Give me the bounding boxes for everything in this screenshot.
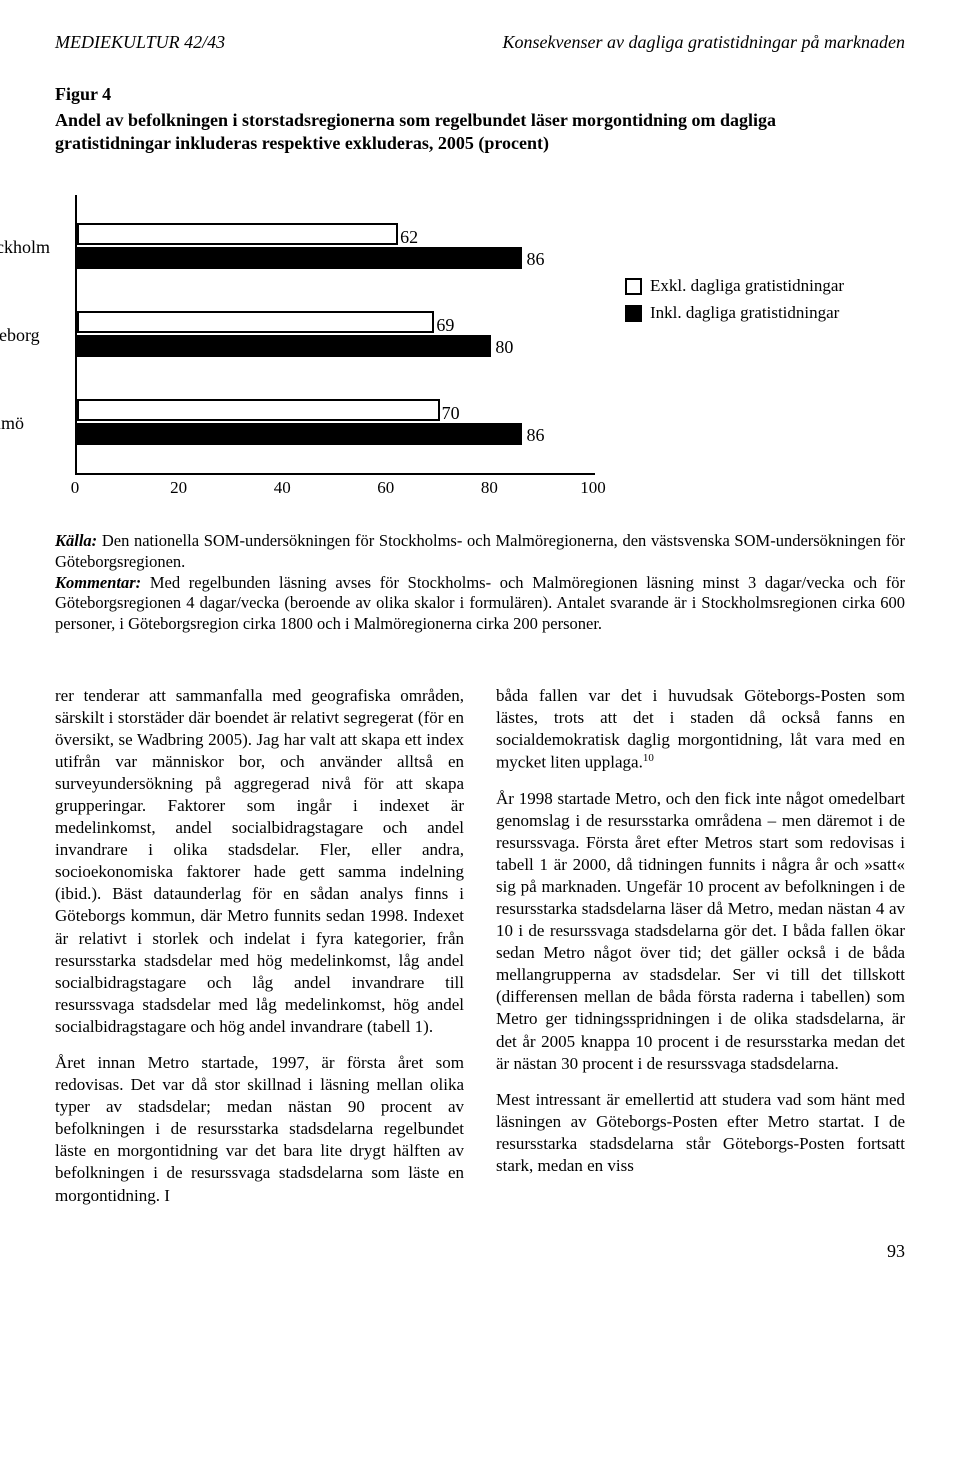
kalla-text: Den nationella SOM-undersökningen för St… xyxy=(55,531,905,571)
bar-chart: Stockholm6286Göteborg6980Malmö7086 02040… xyxy=(75,195,595,497)
bar-group: Stockholm6286 xyxy=(77,213,595,283)
x-tick-label: 80 xyxy=(481,477,498,500)
bar-exkl: 62 xyxy=(77,223,398,245)
x-tick-label: 0 xyxy=(71,477,80,500)
legend-swatch-solid xyxy=(625,305,642,322)
column-right: båda fallen var det i huvudsak Göteborgs… xyxy=(496,685,905,1221)
body-columns: rer tenderar att sammanfalla med geograf… xyxy=(55,685,905,1221)
body-paragraph: rer tenderar att sammanfalla med geograf… xyxy=(55,685,464,1039)
legend-swatch-hollow xyxy=(625,278,642,295)
bar-value-label: 86 xyxy=(526,423,554,447)
bar-value-label: 80 xyxy=(495,335,523,359)
body-paragraph: Mest intressant är emellertid att studer… xyxy=(496,1089,905,1177)
x-axis-ticks: 020406080100 xyxy=(75,475,595,497)
running-head: MEDIEKULTUR 42/43 Konsekvenser av daglig… xyxy=(55,30,905,54)
bar-value-label: 70 xyxy=(442,401,470,425)
bar-group: Malmö7086 xyxy=(77,389,595,459)
legend-label-inkl: Inkl. dagliga gratistidningar xyxy=(650,302,839,325)
legend-label-exkl: Exkl. dagliga gratistidningar xyxy=(650,275,844,298)
body-paragraph: År 1998 startade Metro, och den fick int… xyxy=(496,788,905,1075)
column-left: rer tenderar att sammanfalla med geograf… xyxy=(55,685,464,1221)
bar-inkl: 86 xyxy=(77,423,522,445)
footnote-marker: 10 xyxy=(643,752,654,764)
legend-item-exkl: Exkl. dagliga gratistidningar xyxy=(625,275,844,298)
source-note: Källa: Den nationella SOM-undersökningen… xyxy=(55,531,905,634)
running-head-left: MEDIEKULTUR 42/43 xyxy=(55,30,225,54)
category-label: Göteborg xyxy=(0,323,67,347)
x-tick-label: 100 xyxy=(580,477,606,500)
figure-label: Figur 4 xyxy=(55,82,905,106)
body-paragraph: Året innan Metro startade, 1997, är förs… xyxy=(55,1052,464,1207)
x-tick-label: 20 xyxy=(170,477,187,500)
kommentar-text: Med regelbunden läsning avses för Stockh… xyxy=(55,573,905,633)
x-tick-label: 40 xyxy=(274,477,291,500)
kommentar-lead: Kommentar: xyxy=(55,573,141,592)
bar-inkl: 86 xyxy=(77,247,522,269)
legend: Exkl. dagliga gratistidningar Inkl. dagl… xyxy=(625,275,844,329)
figure-caption: Andel av befolkningen i storstadsregione… xyxy=(55,109,875,156)
legend-item-inkl: Inkl. dagliga gratistidningar xyxy=(625,302,844,325)
bar-inkl: 80 xyxy=(77,335,491,357)
bar-group: Göteborg6980 xyxy=(77,301,595,371)
category-label: Stockholm xyxy=(0,235,67,259)
plot-area: Stockholm6286 Göteborg6980 Malmö7086 xyxy=(75,195,595,475)
kalla-lead: Källa: xyxy=(55,531,97,550)
body-paragraph: båda fallen var det i huvudsak Göteborgs… xyxy=(496,685,905,774)
bar-exkl: 70 xyxy=(77,399,440,421)
page-number: 93 xyxy=(55,1239,905,1263)
running-head-right: Konsekvenser av dagliga gratistidningar … xyxy=(503,30,905,54)
bar-value-label: 86 xyxy=(526,247,554,271)
bar-value-label: 69 xyxy=(436,313,464,337)
chart-wrap: Stockholm6286 Göteborg6980 Malmö7086 0 20 40… xyxy=(55,195,905,497)
bar-exkl: 69 xyxy=(77,311,434,333)
bar-value-label: 62 xyxy=(400,225,428,249)
x-tick-label: 60 xyxy=(377,477,394,500)
category-label: Malmö xyxy=(0,411,67,435)
